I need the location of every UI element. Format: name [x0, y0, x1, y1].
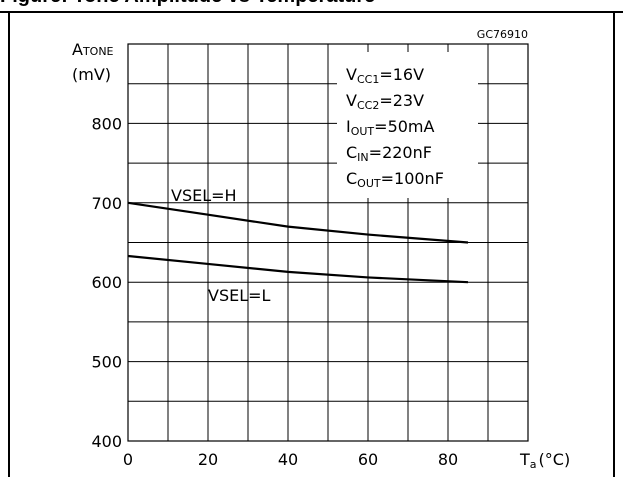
x-axis-label-main: T	[519, 450, 530, 469]
y-tick-label: 800	[91, 114, 122, 133]
series-line	[127, 201, 469, 244]
y-axis-label: ATONE	[72, 40, 114, 59]
x-tick-label: 80	[438, 450, 458, 469]
y-tick-label: 600	[91, 273, 122, 292]
x-tick-label: 0	[123, 450, 133, 469]
series-line	[127, 254, 469, 284]
condition-line: VCC1=16V	[346, 65, 424, 86]
condition-line: COUT=100nF	[346, 169, 444, 190]
y-axis-label-sub: TONE	[82, 45, 114, 58]
x-tick-label: 40	[278, 450, 298, 469]
condition-line: IOUT=50mA	[346, 117, 435, 138]
page-title: Figure: Tone Amplitude vs Temperature	[0, 0, 375, 8]
x-axis-label-sub: a	[530, 458, 537, 471]
conditions-background	[337, 52, 478, 198]
frame-right-border	[613, 11, 615, 477]
series-group: VSEL=H VSEL=L	[127, 186, 469, 305]
axes	[127, 43, 529, 442]
condition-line: CIN=220nF	[346, 143, 432, 164]
series-label: VSEL=H	[171, 186, 237, 205]
grid	[128, 44, 528, 441]
x-tick-label: 60	[358, 450, 378, 469]
y-tick-label: 400	[91, 432, 122, 451]
tick-labels: 0 20 40 60 80 400 500 600 700 800	[91, 114, 458, 469]
series-label: VSEL=L	[208, 286, 271, 305]
figure-code: GC76910	[477, 28, 528, 41]
y-axis-unit: (mV)	[72, 65, 111, 84]
frame-top-border	[0, 11, 623, 13]
plot-border	[127, 43, 529, 442]
frame-left-border	[8, 11, 10, 477]
x-tick-label: 20	[198, 450, 218, 469]
x-axis-label: Ta (°C)	[519, 450, 570, 471]
y-tick-label: 500	[91, 353, 122, 372]
y-axis-label-main: A	[72, 40, 83, 59]
y-tick-label: 700	[91, 194, 122, 213]
condition-line: VCC2=23V	[346, 91, 424, 112]
conditions-box: VCC1=16V VCC2=23V IOUT=50mA CIN=220nF COUT=1…	[337, 52, 478, 198]
x-axis-unit: (°C)	[539, 450, 571, 469]
